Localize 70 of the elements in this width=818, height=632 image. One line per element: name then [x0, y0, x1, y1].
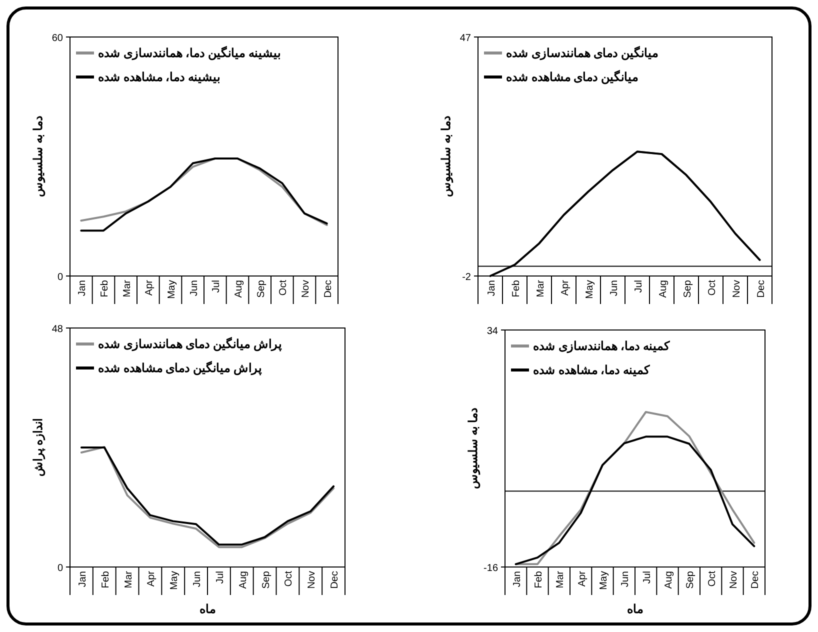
x-tick-label: Apr [144, 279, 156, 296]
x-tick-label: Sep [260, 570, 272, 589]
x-tick-label: Nov [306, 571, 318, 589]
x-tick-label: Jun [608, 280, 620, 296]
x-tick-label: Nov [731, 280, 742, 298]
x-axis-title: ماه [200, 602, 216, 616]
legend-label: میانگین دمای همانندسازی شده [506, 45, 658, 61]
x-tick-label: Jan [77, 280, 88, 296]
x-tick-label: Jun [192, 571, 204, 588]
x-tick-label: Feb [100, 280, 110, 298]
legend-label: بیشینه دما، مشاهده شده [98, 70, 220, 84]
x-tick-label: Oct [284, 570, 295, 587]
x-tick-label: Sep [682, 280, 694, 298]
y-tick-label: 60 [52, 33, 64, 44]
x-tick-label: Aug [238, 571, 249, 589]
legend-label: بیشینه میانگین دما، همانندسازی شده [98, 45, 280, 61]
x-tick-label: Oct [706, 280, 718, 296]
x-tick-label: Dec [756, 280, 767, 298]
y-tick-label: 48 [52, 324, 64, 335]
y-axis-title: دما به سلسیوس [439, 116, 454, 197]
legend-label: کمینه دما، همانندسازی شده [533, 339, 670, 354]
x-tick-label: Mar [535, 279, 546, 298]
x-tick-label: Dec [330, 571, 341, 589]
x-tick-label: Feb [510, 280, 522, 298]
legend-label: میانگین دمای مشاهده شده [506, 69, 638, 85]
x-tick-label: Sep [685, 570, 696, 589]
y-tick-label: -2 [462, 272, 472, 283]
legend-label: پراش میانگین دمای همانندسازی شده [98, 336, 282, 352]
x-tick-label: Apr [146, 570, 158, 587]
x-tick-label: Jan [77, 571, 88, 588]
x-tick-label: Feb [534, 570, 544, 588]
y-tick-label: 0 [57, 563, 64, 574]
x-tick-label: Jul [633, 280, 644, 293]
x-tick-label: Apr [576, 570, 588, 587]
x-tick-label: Oct [706, 570, 718, 587]
x-tick-label: Oct [278, 280, 290, 296]
x-tick-label: Jun [620, 571, 632, 588]
x-tick-label: Mar [122, 279, 133, 298]
x-tick-label: Sep [256, 280, 267, 298]
x-tick-label: Jan [512, 571, 523, 588]
legend-label: کمینه دما، مشاهده شده [533, 363, 650, 377]
y-tick-label: 34 [486, 326, 498, 337]
x-axis-title: ماه [627, 602, 643, 616]
x-tick-label: Aug [234, 280, 244, 298]
x-tick-label: Apr [560, 279, 571, 296]
x-tick-label: Nov [300, 280, 312, 298]
x-tick-label: Dec [322, 280, 334, 298]
x-tick-label: May [169, 571, 180, 590]
x-tick-label: Nov [728, 571, 740, 589]
x-tick-label: Jul [642, 571, 653, 584]
x-tick-label: Mar [123, 570, 134, 588]
x-tick-label: Mar [555, 570, 566, 588]
y-tick-label: -16 [484, 563, 498, 574]
y-tick-label: 47 [460, 33, 472, 44]
x-tick-label: Jul [214, 571, 226, 584]
y-tick-label: 0 [57, 272, 64, 283]
x-tick-label: Jan [486, 280, 498, 296]
y-axis-title: دما به سلسیوس [31, 116, 46, 197]
y-axis-title: دما به سلسیوس [466, 408, 481, 489]
y-axis-title: اندازه پراش [31, 418, 46, 477]
x-tick-label: Aug [658, 280, 669, 298]
legend-label: پراش میانگین دمای مشاهده شده [98, 360, 262, 376]
x-tick-label: Jul [211, 280, 222, 293]
x-tick-label: May [598, 571, 610, 590]
x-tick-label: Jun [188, 280, 200, 296]
x-tick-label: May [166, 280, 178, 299]
x-tick-label: Feb [100, 570, 112, 588]
x-tick-label: May [584, 280, 596, 299]
x-tick-label: Aug [664, 571, 674, 589]
x-tick-label: Dec [750, 571, 762, 589]
